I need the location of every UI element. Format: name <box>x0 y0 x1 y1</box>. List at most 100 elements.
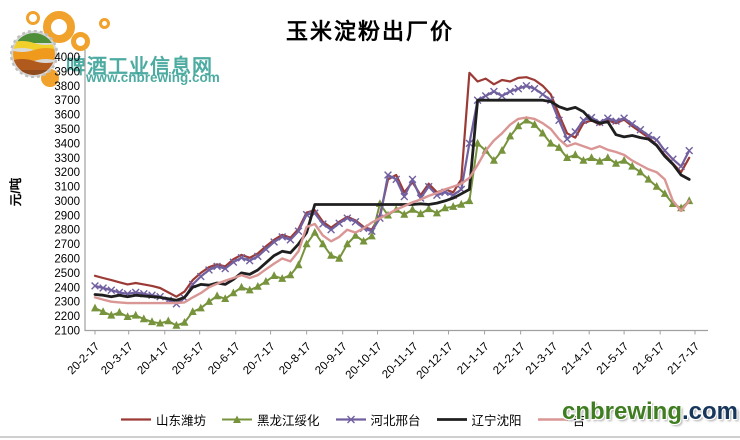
x-tick-label: 20-5-17 <box>170 341 207 378</box>
triangle-marker-icon <box>115 307 124 316</box>
legend-swatch-icon <box>335 415 366 423</box>
bottle-cap-icon <box>10 30 58 78</box>
x-marker-icon <box>481 92 490 100</box>
triangle-marker-icon <box>432 208 441 217</box>
x-marker-icon <box>465 139 474 148</box>
watermark-green-text: cnbrewing <box>561 398 682 425</box>
series-line <box>93 98 691 302</box>
bubble-ring-icon <box>43 11 75 43</box>
bubble-ring-icon <box>99 18 110 29</box>
triangle-marker-icon <box>489 156 498 164</box>
series-jilin <box>93 116 691 305</box>
x-marker-icon <box>490 87 498 96</box>
triangle-marker-icon <box>156 318 165 327</box>
y-tick-label: 3700 <box>54 95 80 107</box>
x-tick-label: 21-7-17 <box>666 341 703 378</box>
triangle-marker-icon <box>571 150 580 159</box>
triangle-marker-icon <box>441 203 449 212</box>
x-marker-icon <box>538 90 547 99</box>
x-marker-icon <box>514 84 523 93</box>
site-url: www.cnbrewing.com <box>86 70 220 85</box>
triangle-marker-icon <box>286 270 295 279</box>
x-marker-icon <box>612 117 620 125</box>
triangle-marker-icon <box>91 303 99 312</box>
triangle-marker-icon <box>522 115 531 124</box>
y-tick-label: 3800 <box>54 81 80 93</box>
triangle-marker-icon <box>408 205 417 213</box>
x-marker-icon <box>522 81 531 90</box>
triangle-marker-icon <box>473 138 482 147</box>
x-marker-icon <box>245 256 254 265</box>
x-marker-icon <box>205 266 213 274</box>
triangle-marker-icon <box>343 239 352 248</box>
x-tick-label: 21-5-17 <box>595 341 632 378</box>
triangle-marker-icon <box>514 121 523 130</box>
triangle-marker-icon <box>139 314 148 323</box>
y-tick-label: 2100 <box>54 326 80 338</box>
x-marker-icon <box>237 253 246 262</box>
x-marker-icon <box>343 214 352 223</box>
triangle-marker-icon <box>465 196 474 205</box>
y-tick-label: 3000 <box>54 196 80 208</box>
y-tick-label: 2900 <box>54 210 80 222</box>
y-tick-label: 3600 <box>54 110 80 122</box>
x-marker-icon <box>346 415 355 423</box>
x-marker-icon <box>603 114 612 123</box>
triangle-marker-icon <box>188 307 197 315</box>
triangle-marker-icon <box>563 153 572 161</box>
triangle-marker-icon <box>628 161 637 170</box>
x-tick-label: 20-4-17 <box>135 341 172 378</box>
x-marker-icon <box>294 227 303 236</box>
watermark-cnbrewing: cnbrewing.com <box>562 398 738 426</box>
triangle-marker-icon <box>546 138 555 147</box>
triangle-marker-icon <box>245 285 254 294</box>
series-line <box>93 71 691 298</box>
x-marker-icon <box>99 284 107 292</box>
triangle-marker-icon <box>555 143 563 151</box>
legend-item-jilin: 吉 <box>537 410 585 429</box>
x-marker-icon <box>196 272 205 281</box>
y-tick-label: 2400 <box>54 282 80 294</box>
triangle-marker-icon <box>644 174 653 183</box>
y-tick-label: 2200 <box>54 311 80 323</box>
x-tick-label: 20-7-17 <box>241 341 278 378</box>
legend-label: 山东潍坊 <box>156 413 207 428</box>
triangle-marker-icon <box>278 274 287 282</box>
y-tick-label: 4000 <box>54 52 80 64</box>
legend-item-hebei-xingtai: 河北邢台 <box>335 410 421 429</box>
bottom-divider <box>0 436 740 438</box>
triangle-marker-icon <box>229 288 238 297</box>
x-marker-icon <box>327 225 335 234</box>
series-line <box>94 119 691 327</box>
triangle-marker-icon <box>400 210 409 218</box>
triangle-marker-icon <box>261 277 270 285</box>
triangle-marker-icon <box>237 282 246 291</box>
x-marker-icon <box>571 128 580 136</box>
triangle-marker-icon <box>107 310 116 319</box>
x-marker-icon <box>107 286 116 295</box>
x-tick-label: 21-2-17 <box>491 341 528 378</box>
triangle-marker-icon <box>310 228 319 236</box>
x-marker-icon <box>213 262 221 271</box>
x-marker-icon <box>278 233 287 241</box>
triangle-marker-icon <box>233 415 242 423</box>
x-marker-icon <box>367 227 376 236</box>
bubble-ring-icon <box>71 32 90 51</box>
legend-item-shandong-weifang: 山东潍坊 <box>120 410 206 429</box>
triangle-marker-icon <box>270 271 279 279</box>
x-marker-icon <box>424 182 433 191</box>
triangle-marker-icon <box>359 236 368 245</box>
y-tick-label: 2800 <box>54 225 80 237</box>
x-marker-icon <box>677 162 685 171</box>
x-tick-label: 21-4-17 <box>560 341 597 378</box>
x-marker-icon <box>262 245 270 254</box>
chart-title: 玉米淀粉出厂价 <box>285 19 454 44</box>
x-tick-label: 21-1-17 <box>455 341 492 378</box>
y-tick-label: 3300 <box>54 153 80 165</box>
triangle-marker-icon <box>351 230 360 239</box>
triangle-marker-icon <box>205 297 213 305</box>
legend-swatch-icon <box>121 417 151 421</box>
triangle-marker-icon <box>587 153 596 161</box>
series-line <box>93 116 691 305</box>
